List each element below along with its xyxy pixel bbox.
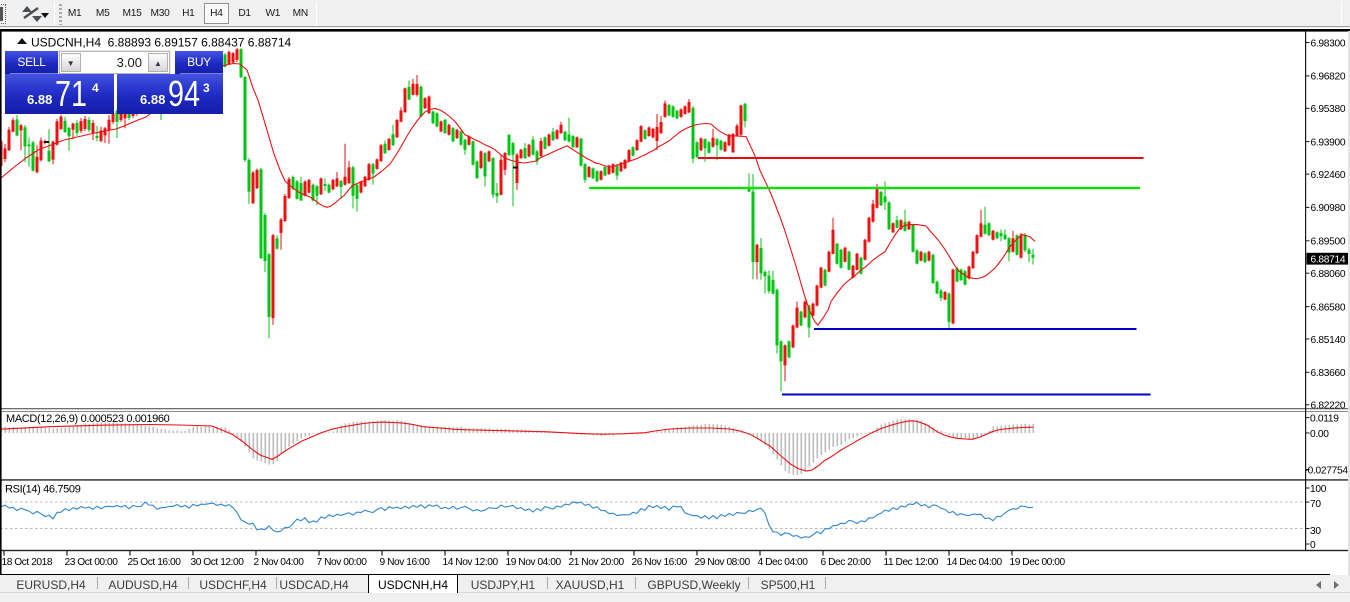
svg-text:6.89500: 6.89500	[1311, 237, 1346, 248]
svg-text:30 Oct 12:00: 30 Oct 12:00	[191, 557, 245, 568]
svg-text:70: 70	[1310, 499, 1321, 510]
svg-text:6.92460: 6.92460	[1311, 170, 1346, 181]
svg-text:4 Dec 04:00: 4 Dec 04:00	[758, 557, 809, 568]
svg-text:14 Dec 04:00: 14 Dec 04:00	[947, 557, 1003, 568]
svg-text:26 Nov 16:00: 26 Nov 16:00	[632, 557, 688, 568]
svg-text:RSI(14) 46.7509: RSI(14) 46.7509	[5, 484, 81, 496]
svg-text:0.00: 0.00	[1310, 429, 1329, 440]
svg-text:0.0119: 0.0119	[1310, 413, 1339, 424]
svg-text:6.95380: 6.95380	[1311, 104, 1346, 115]
svg-text:6.98300: 6.98300	[1311, 38, 1346, 49]
svg-text:MACD(12,26,9) 0.000523 0.00196: MACD(12,26,9) 0.000523 0.001960	[6, 413, 170, 425]
svg-text:14 Nov 12:00: 14 Nov 12:00	[443, 557, 499, 568]
svg-text:19 Nov 04:00: 19 Nov 04:00	[506, 557, 562, 568]
svg-text:6.83660: 6.83660	[1311, 368, 1346, 379]
svg-text:6.86580: 6.86580	[1311, 302, 1346, 313]
svg-text:19 Dec 00:00: 19 Dec 00:00	[1010, 557, 1066, 568]
svg-text:6.85140: 6.85140	[1311, 335, 1346, 346]
svg-text:6.93900: 6.93900	[1311, 137, 1346, 148]
svg-text:6 Dec 20:00: 6 Dec 20:00	[821, 557, 872, 568]
svg-text:6.88060: 6.88060	[1311, 269, 1346, 280]
svg-text:6.82220: 6.82220	[1311, 401, 1346, 412]
svg-text:23 Oct 00:00: 23 Oct 00:00	[65, 557, 119, 568]
svg-text:6.90980: 6.90980	[1311, 203, 1346, 214]
svg-text:6.96820: 6.96820	[1311, 72, 1346, 83]
svg-text:25 Oct 16:00: 25 Oct 16:00	[128, 557, 182, 568]
svg-text:100: 100	[1310, 484, 1327, 495]
svg-text:2 Nov 04:00: 2 Nov 04:00	[254, 557, 305, 568]
svg-text:6.88714: 6.88714	[1311, 254, 1346, 265]
svg-text:7 Nov 00:00: 7 Nov 00:00	[317, 557, 368, 568]
svg-text:30: 30	[1310, 526, 1321, 537]
svg-text:0: 0	[1310, 540, 1316, 551]
svg-text:-0.027754: -0.027754	[1305, 465, 1349, 476]
svg-text:USDCNH,H4 6.88893 6.89157 6.8: USDCNH,H4 6.88893 6.89157 6.88437 6.8871…	[31, 36, 292, 50]
svg-text:18 Oct 2018: 18 Oct 2018	[2, 557, 53, 568]
svg-text:21 Nov 20:00: 21 Nov 20:00	[569, 557, 625, 568]
svg-text:9 Nov 16:00: 9 Nov 16:00	[380, 557, 431, 568]
svg-text:29 Nov 08:00: 29 Nov 08:00	[695, 557, 751, 568]
svg-text:11 Dec 12:00: 11 Dec 12:00	[884, 557, 939, 568]
